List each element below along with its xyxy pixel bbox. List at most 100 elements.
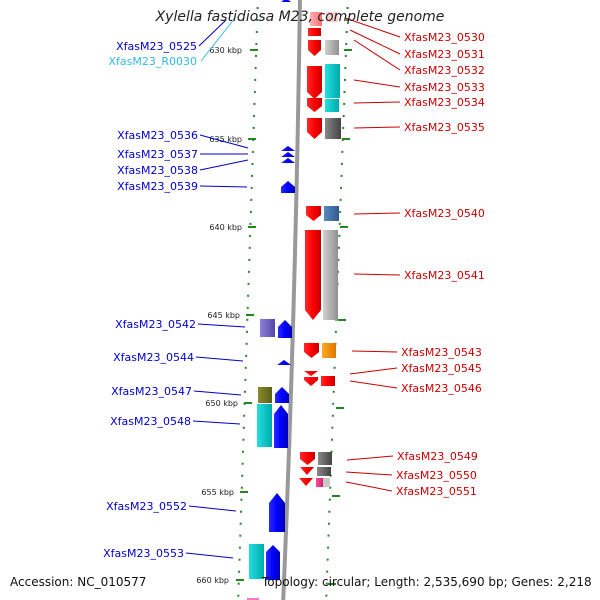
tick-label-645: 645 kbp xyxy=(207,311,240,320)
gene-0530-shape[interactable] xyxy=(310,12,322,26)
leader-0548 xyxy=(192,420,241,425)
leader-0536 xyxy=(199,134,249,149)
leader-0532 xyxy=(353,39,401,71)
leader-0552 xyxy=(188,505,237,512)
tick-630: 630 kbp xyxy=(209,46,352,55)
leader-0534 xyxy=(353,101,401,104)
gene-label-0535[interactable]: XfasM23_0535 xyxy=(404,121,485,134)
gene-0540-cog xyxy=(324,206,339,221)
gene-label-0545[interactable]: XfasM23_0545 xyxy=(401,362,482,375)
leader-0544 xyxy=(195,356,244,362)
gene-0542-cog xyxy=(260,319,275,337)
gene-label-0548[interactable]: XfasM23_0548 xyxy=(110,415,191,428)
gene-0551-cog2 xyxy=(323,478,330,487)
tick-635: 635 kbp xyxy=(209,135,350,144)
reverse-strand-genes xyxy=(299,12,341,487)
gene-label-0537[interactable]: XfasM23_0537 xyxy=(117,148,198,161)
gene-0551-shape[interactable] xyxy=(299,478,313,486)
tick-655: 655 kbp xyxy=(201,488,340,497)
gene-0533-cog xyxy=(325,64,340,98)
gene-0547-shape[interactable] xyxy=(275,387,289,403)
gene-label-R0030[interactable]: XfasM23_R0030 xyxy=(108,55,197,68)
leader-0545 xyxy=(349,367,398,375)
leader-0551 xyxy=(345,481,393,492)
gene-label-0532[interactable]: XfasM23_0532 xyxy=(404,64,485,77)
gene-label-0531[interactable]: XfasM23_0531 xyxy=(404,48,485,61)
reverse-gene-labels: XfasM23_0530 XfasM23_0531 XfasM23_0532 X… xyxy=(396,31,485,498)
leader-0530 xyxy=(344,17,401,38)
gene-label-0539[interactable]: XfasM23_0539 xyxy=(117,180,198,193)
leader-0533 xyxy=(353,79,401,88)
leader-0547 xyxy=(193,390,242,396)
kbp-ticks: 630 kbp 635 kbp 640 kbp 645 kbp 650 kbp … xyxy=(196,46,352,585)
leader-0540 xyxy=(353,212,401,215)
gene-0537-shape[interactable] xyxy=(281,152,295,157)
guide-dots-left xyxy=(237,0,259,600)
leader-0539 xyxy=(199,185,248,188)
tick-645: 645 kbp xyxy=(207,311,346,321)
gene-0541-shape[interactable] xyxy=(305,230,321,320)
gene-label-0542[interactable]: XfasM23_0542 xyxy=(115,318,196,331)
gene-0535-shape[interactable] xyxy=(307,118,322,139)
gene-0551-cog xyxy=(316,478,323,487)
leader-0549 xyxy=(346,455,394,461)
gene-label-0541[interactable]: XfasM23_0541 xyxy=(404,269,485,282)
gene-label-0544[interactable]: XfasM23_0544 xyxy=(113,351,194,364)
gene-0531-shape[interactable] xyxy=(308,40,321,56)
gene-0543-shape[interactable] xyxy=(304,343,319,358)
leader-lines xyxy=(185,17,401,559)
gene-label-0530[interactable]: XfasM23_0530 xyxy=(404,31,485,44)
gene-0536-shape[interactable] xyxy=(281,146,295,151)
tick-label-635: 635 kbp xyxy=(209,135,242,144)
gene-label-0525[interactable]: XfasM23_0525 xyxy=(116,40,197,53)
gene-0547-cog xyxy=(258,387,272,403)
gene-0542-shape[interactable] xyxy=(278,320,292,338)
gene-0540-shape[interactable] xyxy=(306,206,321,221)
gene-0533-shape[interactable] xyxy=(307,66,322,99)
gene-label-0536[interactable]: XfasM23_0536 xyxy=(117,129,198,142)
gene-0549-shape[interactable] xyxy=(300,452,315,465)
gene-label-0534[interactable]: XfasM23_0534 xyxy=(404,96,485,109)
leader-0546 xyxy=(349,380,398,389)
gene-0553-shape[interactable] xyxy=(266,545,280,580)
gene-0531-cog xyxy=(325,40,339,55)
gene-label-0549[interactable]: XfasM23_0549 xyxy=(397,450,478,463)
tick-660: 660 kbp xyxy=(196,576,336,585)
gene-0532-shape[interactable] xyxy=(308,28,321,36)
gene-0546-shape[interactable] xyxy=(304,377,318,386)
gene-label-0550[interactable]: XfasM23_0550 xyxy=(396,469,477,482)
tick-label-650: 650 kbp xyxy=(205,399,238,408)
gene-label-0533[interactable]: XfasM23_0533 xyxy=(404,81,485,94)
leader-0535 xyxy=(353,126,401,129)
gene-label-0540[interactable]: XfasM23_0540 xyxy=(404,207,485,220)
gene-label-0543[interactable]: XfasM23_0543 xyxy=(401,346,482,359)
gene-0545-shape[interactable] xyxy=(304,371,318,376)
gene-0550-shape[interactable] xyxy=(300,467,314,475)
leader-R0030 xyxy=(200,17,236,62)
gene-0525-shape[interactable] xyxy=(281,0,291,2)
gene-label-0551[interactable]: XfasM23_0551 xyxy=(396,485,477,498)
leader-0531 xyxy=(349,29,401,55)
leader-0553 xyxy=(185,552,234,559)
tick-640: 640 kbp xyxy=(209,223,348,232)
gene-label-0538[interactable]: XfasM23_0538 xyxy=(117,164,198,177)
gene-0544-shape[interactable] xyxy=(277,360,291,365)
tick-label-630: 630 kbp xyxy=(209,46,242,55)
gene-0539-shape[interactable] xyxy=(281,181,295,193)
gene-label-0553[interactable]: XfasM23_0553 xyxy=(103,547,184,560)
leader-0541 xyxy=(353,273,401,276)
gene-label-0552[interactable]: XfasM23_0552 xyxy=(106,500,187,513)
tick-label-640: 640 kbp xyxy=(209,223,242,232)
gene-0534-cog xyxy=(325,99,339,112)
gene-label-0546[interactable]: XfasM23_0546 xyxy=(401,382,482,395)
gene-label-0547[interactable]: XfasM23_0547 xyxy=(111,385,192,398)
gene-0552-shape[interactable] xyxy=(269,493,285,532)
tick-label-660: 660 kbp xyxy=(196,576,229,585)
tick-label-655: 655 kbp xyxy=(201,488,234,497)
forward-gene-labels: XfasM23_0525 XfasM23_R0030 XfasM23_0536 … xyxy=(103,40,198,560)
genome-summary-text: Topology: circular; Length: 2,535,690 bp… xyxy=(262,575,592,589)
gene-0548-shape[interactable] xyxy=(274,405,288,448)
gene-0543-cog xyxy=(322,343,336,358)
gene-0538-shape[interactable] xyxy=(281,158,295,163)
gene-0534-shape[interactable] xyxy=(307,98,322,112)
